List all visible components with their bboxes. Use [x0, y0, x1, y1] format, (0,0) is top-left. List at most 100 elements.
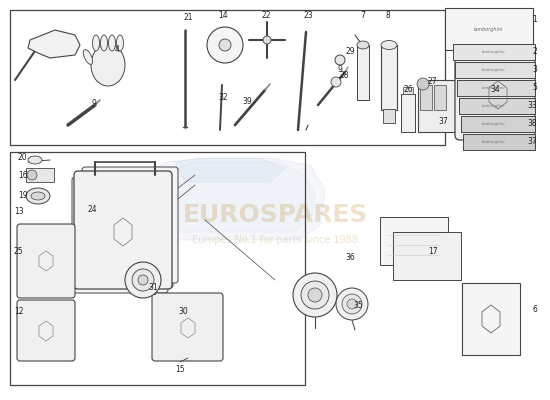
FancyBboxPatch shape [17, 224, 75, 298]
Bar [357, 45, 369, 100]
Bar [393, 232, 461, 280]
Text: 1: 1 [532, 16, 537, 24]
Text: 32: 32 [218, 94, 228, 102]
Bar [403, 87, 413, 94]
Ellipse shape [101, 35, 107, 51]
Text: 13: 13 [14, 208, 24, 216]
Text: 15: 15 [175, 366, 185, 374]
Text: lamborghini: lamborghini [482, 86, 506, 90]
FancyBboxPatch shape [82, 167, 178, 283]
Circle shape [417, 78, 429, 90]
Bar [459, 98, 535, 114]
Circle shape [263, 36, 271, 44]
Circle shape [347, 299, 357, 309]
Text: 17: 17 [428, 248, 438, 256]
FancyBboxPatch shape [455, 50, 535, 140]
Text: lamborghini: lamborghini [482, 140, 506, 144]
Text: 27: 27 [427, 78, 437, 86]
Text: 9: 9 [337, 66, 342, 74]
Circle shape [293, 273, 337, 317]
Text: 22: 22 [262, 10, 272, 20]
Circle shape [331, 77, 341, 87]
Text: 36: 36 [345, 252, 355, 262]
Text: 3: 3 [532, 66, 537, 74]
Bar [420, 85, 432, 110]
Text: Europes No.1 for parts since 1988: Europes No.1 for parts since 1988 [192, 235, 358, 245]
FancyBboxPatch shape [72, 177, 168, 293]
Text: lamborghini: lamborghini [482, 104, 506, 108]
Ellipse shape [381, 40, 397, 50]
Circle shape [207, 27, 243, 63]
Circle shape [308, 288, 322, 302]
FancyBboxPatch shape [77, 172, 173, 288]
FancyBboxPatch shape [17, 300, 75, 361]
Bar [453, 44, 535, 60]
Bar [455, 62, 535, 78]
Bar [457, 80, 535, 96]
Circle shape [125, 262, 161, 298]
Text: 2: 2 [532, 48, 537, 56]
Text: 6: 6 [532, 306, 537, 314]
Circle shape [27, 170, 37, 180]
Text: 30: 30 [178, 308, 188, 316]
Circle shape [301, 281, 329, 309]
Text: 33: 33 [527, 102, 537, 110]
Ellipse shape [117, 35, 124, 51]
Polygon shape [175, 158, 285, 182]
Text: 39: 39 [242, 98, 252, 106]
Text: 24: 24 [88, 206, 98, 214]
Text: 12: 12 [14, 308, 24, 316]
FancyBboxPatch shape [74, 171, 172, 289]
Text: 21: 21 [183, 14, 192, 22]
Text: 31: 31 [148, 282, 158, 292]
Bar [10, 10, 445, 145]
Text: 38: 38 [527, 120, 537, 128]
Text: 7: 7 [360, 10, 365, 20]
Bar [383, 109, 395, 123]
Text: 9: 9 [92, 100, 97, 108]
Text: 26: 26 [404, 84, 414, 94]
Ellipse shape [357, 41, 369, 49]
Ellipse shape [84, 50, 92, 64]
Bar [381, 45, 397, 110]
Ellipse shape [92, 35, 100, 51]
Text: 25: 25 [14, 248, 24, 256]
Polygon shape [130, 158, 325, 240]
Text: lamborghini: lamborghini [474, 26, 504, 32]
Text: 14: 14 [218, 10, 228, 20]
Bar [401, 94, 415, 132]
Circle shape [342, 294, 362, 314]
Text: lamborghini: lamborghini [482, 68, 506, 72]
Text: 8: 8 [385, 10, 390, 20]
Polygon shape [155, 162, 315, 232]
Bar [434, 85, 446, 110]
Text: EUROSPARES: EUROSPARES [182, 203, 368, 227]
Text: 28: 28 [340, 70, 349, 80]
Ellipse shape [91, 44, 125, 86]
Ellipse shape [28, 156, 42, 164]
Polygon shape [28, 30, 80, 58]
Text: 34: 34 [490, 86, 500, 94]
Ellipse shape [31, 192, 45, 200]
Text: 23: 23 [303, 10, 312, 20]
Text: lamborghini: lamborghini [482, 50, 506, 54]
Text: 35: 35 [353, 300, 363, 310]
Text: 37: 37 [527, 138, 537, 146]
Ellipse shape [108, 35, 116, 51]
Bar [461, 116, 535, 132]
Bar [445, 8, 533, 50]
Text: 19: 19 [18, 192, 28, 200]
Text: 16: 16 [18, 170, 28, 180]
Circle shape [219, 39, 231, 51]
Ellipse shape [26, 188, 50, 204]
Text: 29: 29 [345, 48, 355, 56]
Bar [26, 168, 54, 182]
Bar [10, 152, 305, 385]
Circle shape [336, 288, 368, 320]
Text: 37: 37 [438, 118, 448, 126]
Text: 20: 20 [18, 152, 28, 162]
Bar [462, 283, 520, 355]
Text: 5: 5 [532, 84, 537, 92]
Text: 4: 4 [115, 46, 120, 54]
Circle shape [132, 269, 154, 291]
